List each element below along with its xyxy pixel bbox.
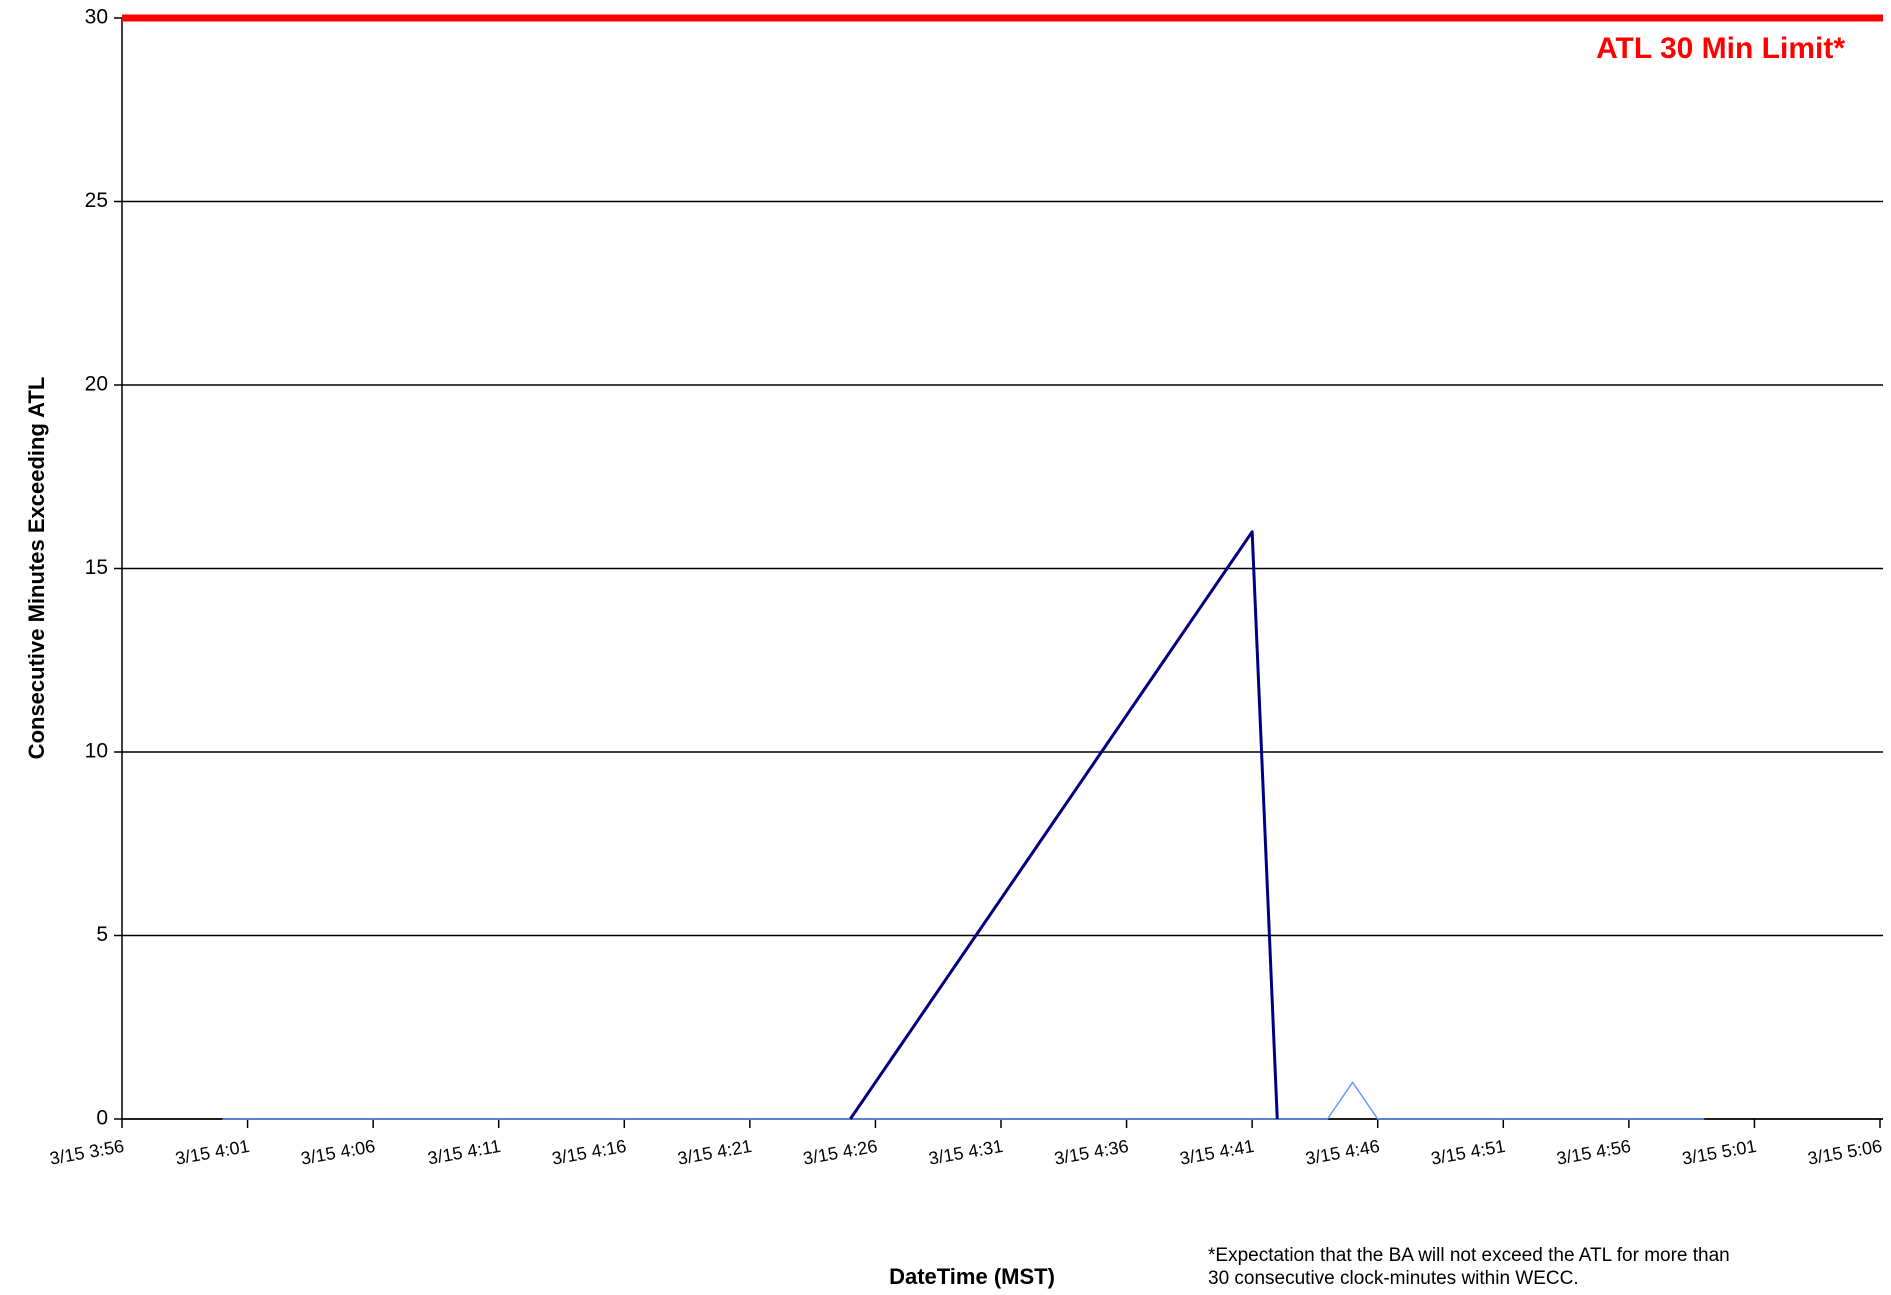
y-tick-label: 0 [96,1107,108,1130]
x-tick-label: 3/15 4:56 [1555,1136,1632,1169]
footnote: *Expectation that the BA will not exceed… [1208,1245,1730,1266]
x-tick-label: 3/15 4:41 [1178,1136,1255,1169]
x-tick-label: 3/15 4:26 [802,1136,879,1169]
y-axis-title: Consecutive Minutes Exceeding ATL [24,377,49,760]
y-tick-label: 20 [85,373,108,396]
x-tick-label: 3/15 4:06 [299,1136,376,1169]
series-line [849,530,1279,1120]
x-tick-label: 3/15 4:21 [676,1136,753,1169]
series-line [222,1081,1705,1120]
y-tick-label: 10 [85,740,108,763]
x-axis-title: DateTime (MST) [889,1264,1055,1289]
limit-label: ATL 30 Min Limit* [1596,32,1845,65]
y-tick-label: 5 [96,923,108,946]
footnote: 30 consecutive clock-minutes within WECC… [1208,1268,1579,1289]
x-tick-label: 3/15 4:01 [174,1136,251,1169]
x-tick-label: 3/15 4:46 [1304,1136,1381,1169]
y-tick-label: 30 [85,6,108,29]
x-tick-label: 3/15 3:56 [48,1136,125,1169]
x-tick-label: 3/15 4:31 [927,1136,1004,1169]
x-tick-label: 3/15 5:01 [1681,1136,1758,1169]
x-tick-label: 3/15 5:06 [1806,1136,1883,1169]
y-tick-label: 25 [85,189,108,212]
x-tick-label: 3/15 4:16 [550,1136,627,1169]
y-tick-label: 15 [85,556,108,579]
x-tick-label: 3/15 4:36 [1053,1136,1130,1169]
x-tick-label: 3/15 4:11 [426,1136,502,1169]
x-tick-label: 3/15 4:51 [1429,1136,1506,1169]
